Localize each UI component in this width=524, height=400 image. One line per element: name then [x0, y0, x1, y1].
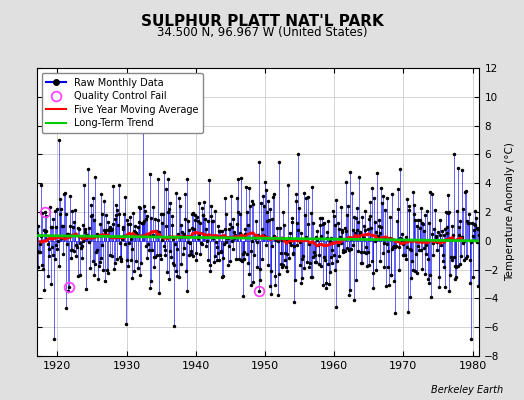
- Text: SULPHUR PLATT NAT'L PARK: SULPHUR PLATT NAT'L PARK: [140, 14, 384, 29]
- Legend: Raw Monthly Data, Quality Control Fail, Five Year Moving Average, Long-Term Tren: Raw Monthly Data, Quality Control Fail, …: [41, 73, 203, 133]
- Y-axis label: Temperature Anomaly (°C): Temperature Anomaly (°C): [505, 142, 515, 282]
- Text: 34.500 N, 96.967 W (United States): 34.500 N, 96.967 W (United States): [157, 26, 367, 39]
- Text: Berkeley Earth: Berkeley Earth: [431, 385, 503, 395]
